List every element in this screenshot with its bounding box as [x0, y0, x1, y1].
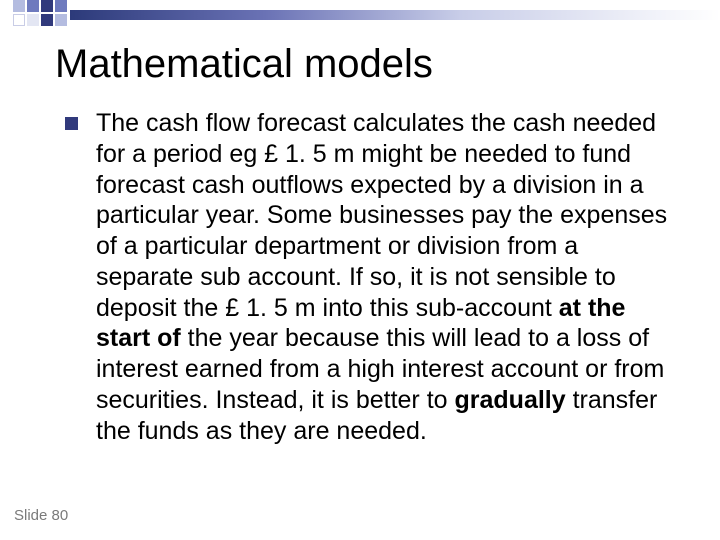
slide-number: Slide 80 — [14, 507, 68, 524]
bullet-square-icon — [65, 117, 78, 130]
body-paragraph: The cash flow forecast calculates the ca… — [96, 108, 680, 446]
slide-title: Mathematical models — [55, 42, 433, 87]
decorative-squares — [13, 0, 71, 26]
gradient-bar — [70, 10, 720, 20]
body-seg1: The cash flow forecast calculates the ca… — [96, 109, 667, 322]
body-bold2: gradually — [455, 386, 566, 414]
header-decoration — [0, 0, 720, 30]
bullet-block: The cash flow forecast calculates the ca… — [65, 108, 680, 446]
